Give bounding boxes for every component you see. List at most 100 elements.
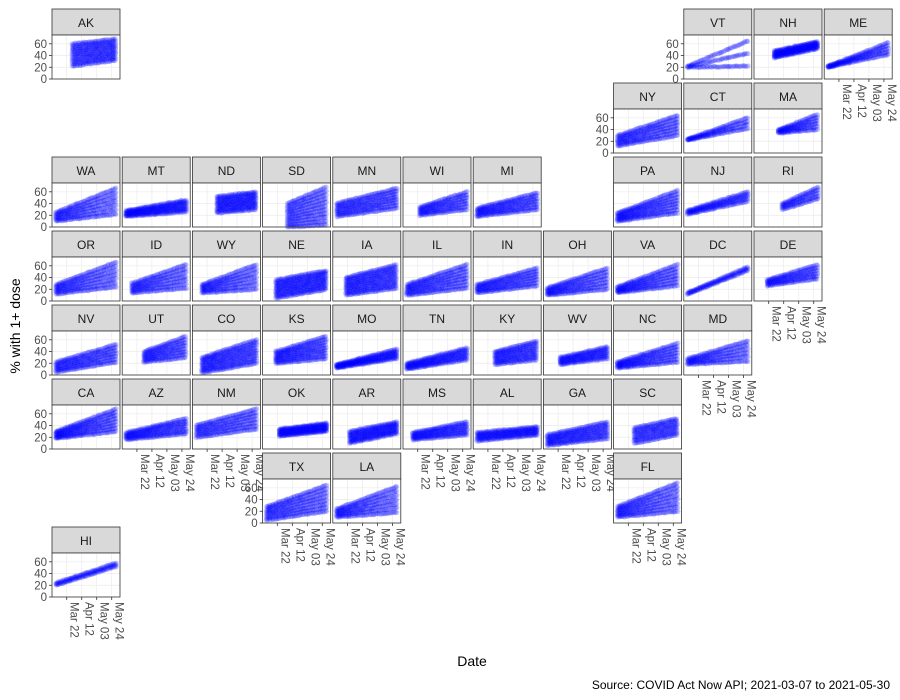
data-point	[72, 51, 78, 58]
data-point	[75, 56, 81, 62]
data-point	[88, 54, 94, 60]
data-point	[75, 40, 82, 46]
data-point	[108, 57, 114, 64]
data-point	[75, 58, 81, 64]
data-point	[92, 40, 98, 46]
data-point	[98, 49, 104, 55]
strip-label-nj: NJ	[710, 164, 725, 178]
data-point	[72, 58, 78, 64]
data-point	[72, 40, 78, 46]
data-point	[745, 63, 751, 69]
data-point	[102, 50, 109, 56]
data-point	[94, 53, 100, 60]
y-tick-label: 60	[34, 187, 47, 199]
data-point	[74, 53, 80, 59]
facet-ri: RI	[753, 156, 823, 228]
data-point	[99, 55, 106, 61]
data-point	[95, 51, 102, 57]
data-point	[89, 45, 95, 51]
data-point	[75, 44, 82, 51]
data-point	[113, 185, 119, 191]
data-point	[94, 46, 100, 53]
data-point	[79, 51, 86, 57]
data-point	[110, 57, 116, 63]
facet-sd: SD	[262, 156, 332, 230]
data-point	[77, 47, 83, 53]
data-point	[74, 58, 80, 64]
data-point	[745, 50, 751, 57]
data-point	[75, 53, 81, 59]
data-point	[85, 57, 91, 63]
data-point	[78, 48, 84, 54]
data-point	[75, 42, 81, 49]
data-point	[95, 53, 101, 60]
data-point	[101, 44, 107, 50]
data-point	[394, 186, 400, 192]
data-point	[79, 57, 85, 64]
data-point	[105, 54, 111, 60]
data-point	[75, 49, 81, 55]
data-point	[106, 39, 113, 45]
data-point	[95, 42, 101, 48]
data-point	[89, 56, 96, 62]
y-tick-label: 20	[34, 210, 47, 222]
data-point	[76, 40, 82, 46]
data-point	[105, 58, 112, 65]
data-point	[72, 49, 78, 55]
data-point	[88, 52, 94, 58]
strip-label-ri: RI	[782, 164, 794, 178]
data-point	[104, 56, 110, 62]
data-point	[99, 40, 105, 46]
strip-label-ny: NY	[639, 90, 656, 104]
data-point	[109, 55, 116, 61]
data-point	[78, 53, 84, 59]
data-point	[91, 50, 97, 56]
facet-mi: MI	[472, 156, 542, 228]
data-point	[83, 61, 90, 67]
data-point	[76, 53, 82, 59]
facet-wi: WI	[402, 156, 472, 228]
data-point	[81, 59, 87, 66]
facet-nh: NH	[753, 8, 823, 80]
data-point	[102, 39, 108, 45]
data-point	[885, 40, 891, 46]
data-point	[88, 43, 94, 49]
data-point	[105, 41, 112, 47]
data-point	[102, 54, 108, 61]
data-point	[107, 58, 113, 64]
data-point	[108, 43, 114, 49]
data-point	[101, 50, 107, 56]
data-point	[85, 44, 91, 50]
data-point	[71, 43, 77, 49]
data-point	[814, 112, 821, 118]
data-point	[82, 59, 88, 65]
data-point	[72, 47, 78, 53]
data-point	[88, 39, 94, 45]
data-point	[98, 40, 104, 46]
data-point	[103, 50, 110, 56]
data-point	[92, 42, 98, 48]
data-point	[91, 40, 97, 47]
data-point	[85, 41, 91, 47]
data-point	[91, 39, 97, 45]
data-point	[87, 50, 93, 56]
y-tick-label: 20	[34, 62, 47, 74]
data-point	[77, 44, 83, 50]
data-point	[108, 56, 114, 62]
data-point	[107, 56, 113, 62]
data-point	[104, 44, 110, 50]
data-point	[91, 45, 97, 51]
y-tick-label: 60	[596, 113, 609, 125]
data-point	[107, 47, 113, 53]
data-point	[73, 45, 80, 51]
data-point	[815, 184, 821, 190]
data-point	[82, 44, 88, 50]
data-point	[83, 41, 90, 47]
data-point	[93, 38, 100, 44]
data-point	[81, 55, 87, 61]
data-point	[86, 59, 92, 65]
data-point	[72, 63, 78, 69]
y-tick-label: 40	[596, 125, 609, 137]
data-point	[82, 39, 88, 46]
